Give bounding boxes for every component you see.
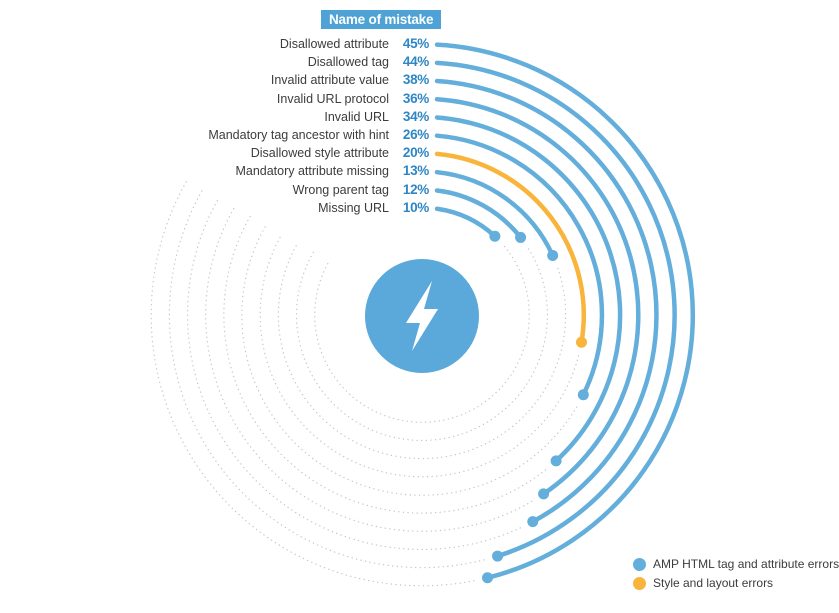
arc-disallowed-tag — [434, 60, 677, 559]
arc-end-dot-disallowed-attribute — [482, 572, 494, 584]
mistake-value: 10% — [402, 200, 429, 215]
arc-end-dot-invalid-url-protocol — [538, 488, 550, 500]
dotted-track-invalid-url — [223, 215, 547, 514]
mistake-value: 36% — [402, 91, 429, 106]
dotted-track-disallowed-tag — [168, 188, 485, 569]
style-series-dot-icon — [633, 576, 646, 590]
dotted-track-disallowed-attribute — [150, 178, 475, 587]
legend-label: Style and layout errors — [653, 576, 774, 590]
mistake-label: Missing URL — [318, 201, 389, 215]
dotted-track-wrong-parent-tag — [295, 248, 549, 442]
legend-item-style: Style and layout errors — [633, 576, 839, 590]
amp-lightning-icon — [406, 281, 438, 351]
mistake-value: 45% — [402, 36, 429, 51]
chart-row: Invalid attribute value 38% — [0, 71, 429, 89]
mistake-value: 20% — [402, 145, 429, 160]
legend-label: AMP HTML tag and attribute errors — [653, 557, 839, 571]
mistake-label: Invalid attribute value — [270, 73, 389, 87]
mistake-value: 13% — [402, 163, 429, 178]
arc-end-dot-invalid-attribute-value — [527, 516, 539, 528]
arc-disallowed-style-attribute — [434, 151, 586, 345]
chart-row: Wrong parent tag 12% — [0, 181, 430, 199]
chart-row: Disallowed tag 44% — [0, 53, 430, 71]
mistake-label: Disallowed style attribute — [250, 146, 389, 160]
mistake-value: 44% — [402, 54, 429, 69]
arc-end-dot-disallowed-tag — [492, 550, 504, 562]
arc-end-dot-mandatory-attribute-missing — [547, 249, 559, 261]
mistake-value: 26% — [402, 127, 429, 142]
chart-row: Mandatory attribute missing 13% — [0, 162, 429, 180]
chart-row: Invalid URL protocol 36% — [0, 90, 429, 108]
chart-row: Disallowed attribute 45% — [0, 35, 429, 53]
mistake-label: Mandatory tag ancestor with hint — [208, 128, 389, 142]
mistake-label: Disallowed attribute — [279, 37, 389, 51]
mistake-label: Invalid URL — [324, 110, 389, 124]
arc-end-dot-mandatory-tag-ancestor-with-hint — [577, 389, 589, 401]
mistake-value: 34% — [402, 109, 429, 124]
chart-row: Mandatory tag ancestor with hint 26% — [0, 126, 429, 144]
arc-missing-url — [434, 206, 498, 239]
arc-end-dot-invalid-url — [550, 455, 562, 467]
arc-invalid-attribute-value — [434, 78, 659, 524]
mistake-label: Invalid URL protocol — [276, 92, 389, 106]
legend: AMP HTML tag and attribute errors Style … — [633, 557, 839, 590]
mistake-label: Disallowed tag — [307, 55, 389, 69]
chart-row: Invalid URL 34% — [0, 108, 429, 126]
arc-wrong-parent-tag — [434, 188, 523, 240]
dotted-track-invalid-url-protocol — [205, 206, 533, 532]
dotted-track-disallowed-style-attribute — [259, 233, 580, 478]
arc-mandatory-tag-ancestor-with-hint — [434, 133, 605, 397]
arc-end-dot-disallowed-style-attribute — [575, 336, 587, 348]
mistake-value: 12% — [402, 182, 429, 197]
arc-invalid-url — [434, 115, 623, 464]
amp-series-dot-icon — [633, 557, 646, 571]
chart-row: Missing URL 10% — [0, 199, 429, 217]
mistake-label: Wrong parent tag — [292, 183, 389, 197]
arc-mandatory-attribute-missing — [434, 169, 555, 258]
mistake-value: 38% — [402, 72, 429, 87]
arc-invalid-url-protocol — [434, 96, 641, 497]
chart-row: Disallowed style attribute 20% — [0, 144, 430, 162]
legend-item-amp: AMP HTML tag and attribute errors — [633, 557, 839, 571]
arc-disallowed-attribute — [434, 42, 695, 581]
arc-end-dot-wrong-parent-tag — [515, 231, 527, 243]
mistake-label: Mandatory attribute missing — [235, 164, 389, 178]
dotted-track-invalid-attribute-value — [186, 197, 521, 551]
arc-end-dot-missing-url — [489, 230, 501, 242]
chart-title: Name of mistake — [321, 10, 442, 29]
